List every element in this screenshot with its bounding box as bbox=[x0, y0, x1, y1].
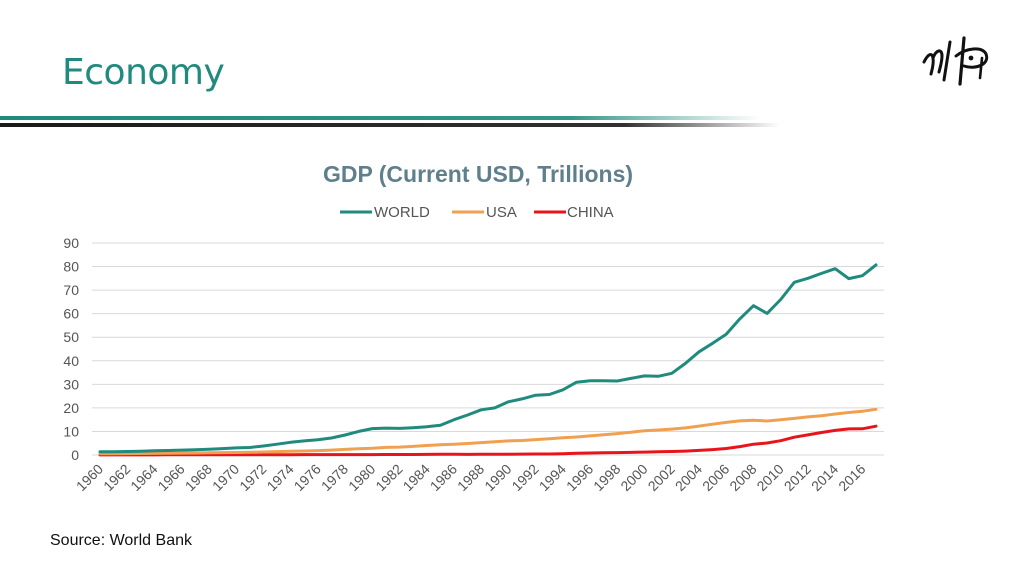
y-tick-label: 90 bbox=[63, 235, 79, 251]
x-tick-label: 2002 bbox=[645, 461, 678, 494]
series-line-china bbox=[98, 424, 878, 457]
x-tick-label: 1992 bbox=[508, 461, 541, 494]
y-axis-tick-labels: 0 10 20 30 40 50 60 70 80 90 bbox=[63, 235, 79, 463]
legend-item-china: CHINA bbox=[534, 204, 614, 221]
x-tick-label: 1998 bbox=[590, 461, 623, 494]
title-underline bbox=[0, 116, 780, 127]
y-tick-label: 20 bbox=[63, 400, 79, 416]
y-tick-label: 10 bbox=[63, 423, 79, 439]
x-tick-label: 1964 bbox=[127, 461, 160, 494]
x-tick-label: 1994 bbox=[536, 461, 569, 494]
series-line-usa bbox=[98, 407, 878, 456]
y-tick-label: 40 bbox=[63, 353, 79, 369]
x-tick-label: 1996 bbox=[563, 461, 596, 494]
x-tick-label: 1986 bbox=[427, 461, 460, 494]
x-tick-label: 1982 bbox=[372, 461, 405, 494]
x-tick-label: 1980 bbox=[345, 461, 378, 494]
x-tick-label: 1974 bbox=[263, 461, 296, 494]
gridlines bbox=[92, 242, 884, 456]
x-tick-label: 2014 bbox=[808, 461, 841, 494]
legend-world-label: WORLD bbox=[374, 204, 430, 221]
x-tick-label: 2008 bbox=[726, 461, 759, 494]
slide-title: Economy bbox=[62, 52, 225, 93]
x-tick-label: 1966 bbox=[154, 461, 187, 494]
x-tick-label: 1978 bbox=[318, 461, 351, 494]
y-tick-label: 0 bbox=[71, 447, 79, 463]
legend-item-world: WORLD bbox=[340, 204, 430, 221]
chart-title: GDP (Current USD, Trillions) bbox=[323, 161, 633, 187]
x-tick-label: 2016 bbox=[835, 461, 868, 494]
source-note: Source: World Bank bbox=[50, 532, 192, 549]
x-tick-label: 2006 bbox=[699, 461, 732, 494]
y-tick-label: 60 bbox=[63, 306, 79, 322]
x-tick-label: 1990 bbox=[481, 461, 514, 494]
y-tick-label: 70 bbox=[63, 282, 79, 298]
y-tick-label: 30 bbox=[63, 376, 79, 392]
y-tick-label: 50 bbox=[63, 329, 79, 345]
x-tick-label: 1962 bbox=[100, 461, 133, 494]
x-tick-label: 1984 bbox=[400, 461, 433, 494]
x-tick-label: 2004 bbox=[672, 461, 705, 494]
legend: WORLD USA CHINA bbox=[340, 204, 614, 221]
x-tick-label: 1972 bbox=[236, 461, 269, 494]
x-tick-label: 1970 bbox=[209, 461, 242, 494]
logo bbox=[922, 36, 989, 86]
series-lines bbox=[98, 263, 878, 457]
x-axis-tick-labels: 1960196219641966196819701972197419761978… bbox=[73, 461, 869, 494]
x-tick-label: 1968 bbox=[182, 461, 215, 494]
series-line-world bbox=[98, 263, 878, 454]
x-tick-label: 2010 bbox=[753, 461, 786, 494]
x-tick-label: 1960 bbox=[73, 461, 106, 494]
legend-item-usa: USA bbox=[452, 204, 517, 221]
x-tick-label: 1988 bbox=[454, 461, 487, 494]
y-tick-label: 80 bbox=[63, 259, 79, 275]
legend-china-label: CHINA bbox=[567, 204, 614, 221]
x-tick-label: 2000 bbox=[617, 461, 650, 494]
x-tick-label: 1976 bbox=[291, 461, 324, 494]
x-tick-label: 2012 bbox=[781, 461, 814, 494]
legend-usa-label: USA bbox=[486, 204, 517, 221]
